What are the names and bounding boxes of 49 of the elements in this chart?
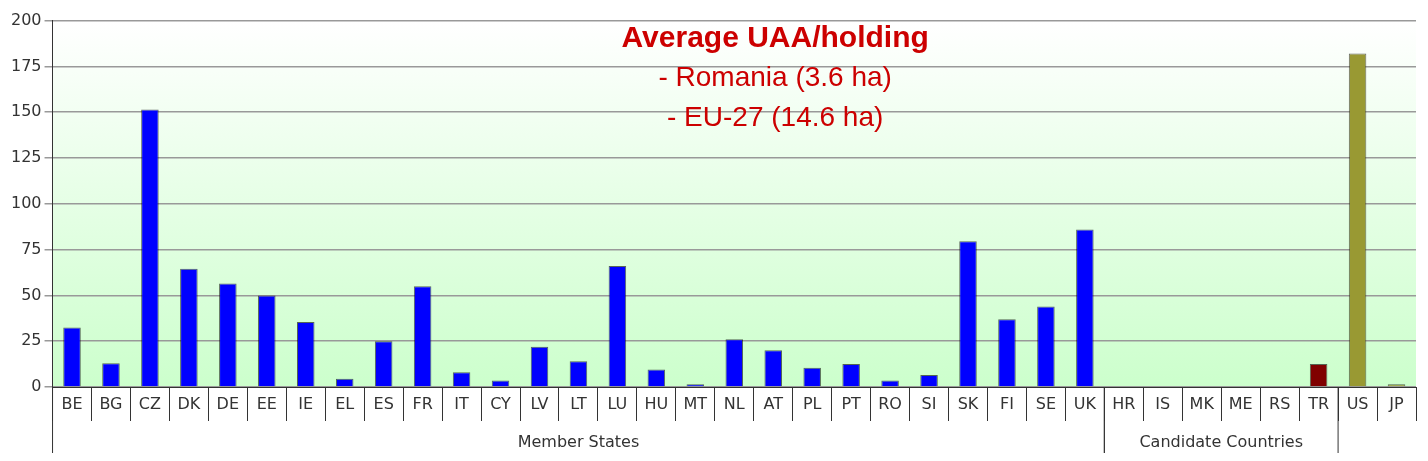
x-tick-label: IS <box>1155 393 1171 413</box>
x-tick-label: RS <box>1269 393 1291 413</box>
x-tick-label: SE <box>1035 393 1057 413</box>
x-tick-label: ME <box>1228 393 1253 413</box>
text: Member States <box>517 432 640 452</box>
chart-title: Average UAA/holding <box>621 19 929 53</box>
x-tick-label: MT <box>683 393 708 413</box>
x-tick-label: HU <box>644 393 669 413</box>
y-tick-label: 75 <box>21 238 42 258</box>
x-tick-label: SI <box>921 393 937 413</box>
y-tick-label: 125 <box>10 147 42 167</box>
y-tick-label: 175 <box>10 55 42 75</box>
x-tick-label: CY <box>490 393 512 413</box>
x-tick-label: IE <box>298 393 314 413</box>
x-tick-label: HR <box>1112 393 1136 413</box>
x-tick-label: US <box>1346 393 1369 413</box>
x-tick-label: SK <box>957 393 979 413</box>
annotation: - Romania (3.6 ha) <box>658 61 892 93</box>
x-tick-label: JP <box>1388 393 1405 413</box>
text: Candidate Countries <box>1139 432 1304 452</box>
y-tick-label: 200 <box>10 9 42 29</box>
x-tick-label: EE <box>256 393 277 413</box>
x-tick-label: RO <box>878 393 902 413</box>
x-tick-label: FR <box>412 393 433 413</box>
y-tick-label: 100 <box>10 192 42 212</box>
x-tick-label: FI <box>1000 393 1014 413</box>
x-tick-label: BE <box>61 393 83 413</box>
x-tick-label: LV <box>530 393 549 413</box>
y-tick-label: 150 <box>10 101 42 121</box>
y-tick-label: 50 <box>21 284 42 304</box>
x-tick-label: PL <box>802 393 822 413</box>
x-tick-label: NL <box>723 393 745 413</box>
x-tick-label: LT <box>570 393 587 413</box>
x-tick-label: LU <box>607 393 628 413</box>
x-tick-label: ES <box>373 393 394 413</box>
x-tick-label: UK <box>1073 393 1097 413</box>
y-tick-label: 0 <box>31 376 42 396</box>
y-tick-label: 25 <box>21 330 42 350</box>
x-tick-label: CZ <box>138 393 162 413</box>
x-tick-label: DE <box>216 393 240 413</box>
annotation: - EU-27 (14.6 ha) <box>667 101 884 133</box>
x-tick-label: EL <box>335 393 355 413</box>
x-tick-label: MK <box>1189 393 1215 413</box>
x-tick-label: BG <box>99 393 123 413</box>
x-tick-label: TR <box>1307 393 1330 413</box>
x-tick-label: DK <box>177 393 201 413</box>
x-tick-label: PT <box>841 393 862 413</box>
x-tick-label: IT <box>454 393 470 413</box>
x-tick-label: AT <box>763 393 784 413</box>
